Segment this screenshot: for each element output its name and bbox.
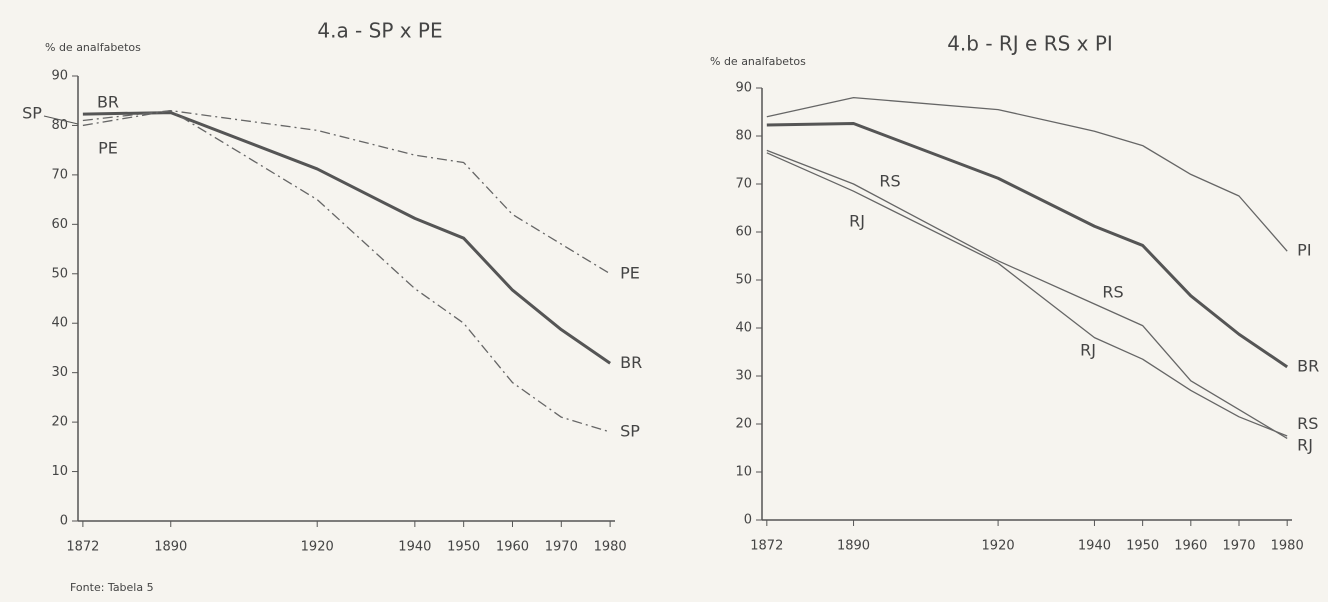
series-label: SP <box>620 422 640 441</box>
y-tick-label: 30 <box>51 365 68 380</box>
series-label: RS <box>879 172 900 191</box>
source: Fonte: Tabela 5 <box>70 581 154 594</box>
x-tick-label: 1890 <box>837 539 870 554</box>
series-line <box>82 109 611 275</box>
x-tick-label: 1920 <box>982 539 1015 554</box>
x-tick-label: 1872 <box>66 540 99 555</box>
series-label: RJ <box>1080 341 1096 360</box>
y-tick-label: 80 <box>735 129 752 144</box>
series-line <box>766 96 1288 252</box>
x-tick-label: 1872 <box>750 539 783 554</box>
chart-title: 4.a - SP x PE <box>317 19 442 43</box>
series-line <box>766 149 1288 439</box>
series-label: RJ <box>849 212 865 231</box>
series-line <box>766 152 1288 437</box>
x-tick-label: 1960 <box>496 540 529 555</box>
y-tick-label: 90 <box>735 81 752 96</box>
series-label: BR <box>620 353 642 372</box>
series-label: PI <box>1297 241 1311 260</box>
y-tick-label: 0 <box>744 513 752 528</box>
y-tick-label: 10 <box>51 464 68 479</box>
series-label: RS <box>1297 414 1318 433</box>
y-tick-label: 50 <box>735 273 752 288</box>
series-label: PE <box>98 139 118 158</box>
y-tick-label: 0 <box>60 514 68 529</box>
y-tick-label: 20 <box>51 415 68 430</box>
y-tick-label: 80 <box>51 118 68 133</box>
series-label: BR <box>1297 356 1319 375</box>
series-line <box>82 111 611 365</box>
y-tick-label: 40 <box>735 321 752 336</box>
x-tick-label: 1890 <box>154 540 187 555</box>
y-tick-label: 40 <box>51 316 68 331</box>
y-axis-label: % de analfabetos <box>710 55 806 68</box>
series-label: RS <box>1102 283 1123 302</box>
label-arrow <box>43 115 79 125</box>
y-tick-label: 10 <box>735 465 752 480</box>
x-tick-label: 1940 <box>398 540 431 555</box>
series-line <box>82 109 611 433</box>
x-tick-label: 1940 <box>1078 539 1111 554</box>
y-tick-label: 60 <box>51 217 68 232</box>
series-label: PE <box>620 263 640 282</box>
series-label: RJ <box>1297 436 1313 455</box>
y-tick-label: 90 <box>51 69 68 84</box>
y-tick-label: 60 <box>735 225 752 240</box>
x-tick-label: 1960 <box>1174 539 1207 554</box>
series-label: SP <box>22 104 42 123</box>
y-axis-label: % de analfabetos <box>45 41 141 54</box>
series-label: BR <box>97 93 119 112</box>
x-tick-label: 1970 <box>545 540 578 555</box>
y-tick-label: 70 <box>735 177 752 192</box>
x-tick-label: 1950 <box>447 540 480 555</box>
y-tick-label: 20 <box>735 417 752 432</box>
y-tick-label: 70 <box>51 167 68 182</box>
y-tick-label: 30 <box>735 369 752 384</box>
x-tick-label: 1970 <box>1222 539 1255 554</box>
x-tick-label: 1980 <box>594 540 627 555</box>
x-tick-label: 1950 <box>1126 539 1159 554</box>
x-tick-label: 1980 <box>1271 539 1304 554</box>
x-tick-label: 1920 <box>301 540 334 555</box>
chart-title: 4.b - RJ e RS x PI <box>947 32 1113 56</box>
y-tick-label: 50 <box>51 266 68 281</box>
series-line <box>766 122 1289 369</box>
